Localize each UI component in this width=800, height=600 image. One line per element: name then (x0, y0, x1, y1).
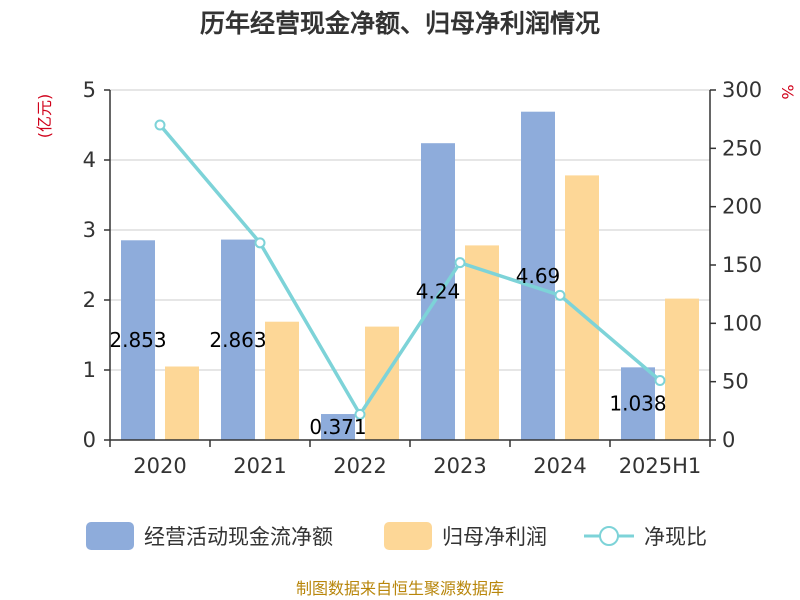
legend-marker-ratio (599, 526, 619, 546)
right-axis-tick-label: 150 (722, 253, 762, 277)
source-note: 制图数据来自恒生聚源数据库 (296, 579, 504, 598)
x-axis-tick-label: 2020 (133, 454, 186, 478)
left-axis-tick-label: 5 (83, 78, 96, 102)
x-axis-tick-label: 2022 (333, 454, 386, 478)
cash-flow-bar (521, 111, 555, 440)
ratio-point (354, 408, 366, 420)
ratio-point (154, 119, 166, 131)
legend-swatch-cash-flow (86, 522, 134, 550)
legend-label-cash-flow: 经营活动现金流净额 (144, 525, 333, 549)
right-axis-unit: % (778, 84, 797, 99)
legend: 经营活动现金流净额 归母净利润 净现比 (86, 522, 707, 550)
bars-layer (121, 111, 699, 440)
x-axis-tick-label: 2023 (433, 454, 486, 478)
left-axis-tick-label: 4 (83, 148, 96, 172)
net-profit-bar (165, 366, 199, 440)
legend-label-ratio: 净现比 (644, 525, 707, 549)
x-axis-tick-label: 2025H1 (619, 454, 702, 478)
cash-flow-data-label: 1.038 (609, 392, 666, 416)
ratio-line-layer (154, 119, 666, 420)
cash-flow-bar (621, 367, 655, 440)
right-axis-tick-label: 0 (722, 428, 735, 452)
ratio-point (454, 257, 466, 269)
left-axis-tick-label: 0 (83, 428, 96, 452)
x-axis-tick-label: 2024 (533, 454, 586, 478)
net-profit-bar (465, 245, 499, 440)
left-axis-tick-label: 2 (83, 288, 96, 312)
left-axis-unit: (亿元) (35, 94, 54, 139)
right-axis-tick-label: 300 (722, 78, 762, 102)
cash-flow-bar (121, 240, 155, 440)
cash-flow-data-label: 4.69 (516, 264, 561, 288)
cash-flow-data-label: 2.863 (209, 328, 266, 352)
ratio-point (254, 237, 266, 249)
cash-flow-bar (421, 143, 455, 440)
ratio-line (158, 123, 662, 418)
cash-flow-data-label: 0.371 (309, 415, 366, 439)
left-axis-tick-label: 1 (83, 358, 96, 382)
right-axis-tick-label: 200 (722, 195, 762, 219)
ratio-point (654, 375, 666, 386)
x-axis-tick-label: 2021 (233, 454, 286, 478)
cash-flow-bar (221, 239, 255, 440)
cash-flow-bar (321, 414, 355, 440)
cash-flow-data-label: 4.24 (416, 280, 461, 304)
net-profit-bar (665, 298, 699, 440)
right-axis-tick-label: 250 (722, 136, 762, 160)
left-axis-tick-label: 3 (83, 218, 96, 242)
legend-swatch-net-profit (384, 522, 432, 550)
legend-label-net-profit: 归母净利润 (442, 525, 547, 549)
right-axis-tick-label: 100 (722, 311, 762, 335)
right-axis-tick-label: 50 (722, 370, 749, 394)
net-profit-bar (565, 175, 599, 440)
net-profit-bar (265, 321, 299, 440)
cash-flow-data-label: 2.853 (109, 328, 166, 352)
ratio-point (554, 289, 566, 301)
chart-title: 历年经营现金净额、归母净利润情况 (200, 9, 600, 38)
grid-lines (110, 89, 710, 371)
data-labels-layer: 2.853 2.863 0.371 4.24 4.69 1.038 (109, 264, 666, 439)
